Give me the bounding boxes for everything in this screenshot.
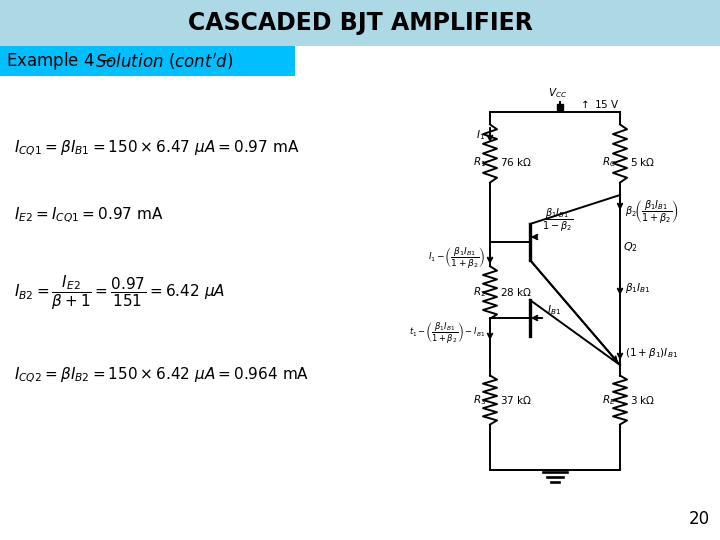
Text: Example 4 $-$: Example 4 $-$: [6, 50, 115, 72]
Text: $I_1-\!\left(\dfrac{\beta_1 I_{B1}}{1+\beta_2}\right)$: $I_1-\!\left(\dfrac{\beta_1 I_{B1}}{1+\b…: [428, 245, 485, 269]
Text: $R_C$: $R_C$: [602, 155, 616, 169]
Text: 20: 20: [689, 510, 710, 528]
Text: $R_3$: $R_3$: [473, 393, 486, 407]
Text: $\beta_1 I_{B1}$: $\beta_1 I_{B1}$: [625, 281, 651, 295]
Text: $\beta_2\!\left(\dfrac{\beta_1 I_{B1}}{1+\beta_2}\right)$: $\beta_2\!\left(\dfrac{\beta_1 I_{B1}}{1…: [625, 199, 678, 226]
Text: $\uparrow$ 15 V: $\uparrow$ 15 V: [578, 98, 619, 110]
Text: $I_{B2} = \dfrac{I_{E2}}{\beta+1} = \dfrac{0.97}{151} = 6.42\ \mu A$: $I_{B2} = \dfrac{I_{E2}}{\beta+1} = \dfr…: [14, 274, 225, 312]
Text: $I_{CQ1} = \beta I_{B1} = 150 \times 6.47\ \mu A = 0.97\ \mathrm{mA}$: $I_{CQ1} = \beta I_{B1} = 150 \times 6.4…: [14, 138, 300, 158]
Bar: [0, 46, 295, 76]
Text: $I_{B1}$: $I_{B1}$: [547, 303, 561, 317]
Text: 3 k$\Omega$: 3 k$\Omega$: [630, 394, 655, 406]
Text: 37 k$\Omega$: 37 k$\Omega$: [500, 394, 532, 406]
Text: 5 k$\Omega$: 5 k$\Omega$: [630, 156, 655, 168]
Text: $R_2$: $R_2$: [473, 285, 486, 299]
Text: $I_{E2} = I_{CQ1} = 0.97\ \mathrm{mA}$: $I_{E2} = I_{CQ1} = 0.97\ \mathrm{mA}$: [14, 205, 163, 225]
Text: $I_1$: $I_1$: [476, 128, 485, 142]
Text: $t_1-\!\left(\dfrac{\beta_1 I_{B1}}{1+\beta_2}\right)-I_{B1}$: $t_1-\!\left(\dfrac{\beta_1 I_{B1}}{1+\b…: [409, 321, 485, 346]
Text: $I_{CQ2} = \beta I_{B2} = 150 \times 6.42\ \mu A = 0.964\ \mathrm{mA}$: $I_{CQ2} = \beta I_{B2} = 150 \times 6.4…: [14, 366, 309, 384]
Text: 76 k$\Omega$: 76 k$\Omega$: [500, 156, 532, 168]
Text: $V_{CC}$: $V_{CC}$: [549, 86, 567, 100]
Text: $(1+\beta_1)I_{B1}$: $(1+\beta_1)I_{B1}$: [625, 346, 678, 360]
Text: $\dfrac{\beta_1 I_{B1}}{1-\beta_2}$: $\dfrac{\beta_1 I_{B1}}{1-\beta_2}$: [542, 206, 573, 233]
Text: 28 k$\Omega$: 28 k$\Omega$: [500, 286, 532, 298]
Bar: [0, 0, 720, 46]
Text: CASCADED BJT AMPLIFIER: CASCADED BJT AMPLIFIER: [188, 11, 532, 35]
Text: $R_1$: $R_1$: [473, 155, 486, 169]
Text: $R_E$: $R_E$: [602, 393, 616, 407]
Text: $Q_2$: $Q_2$: [623, 240, 638, 254]
Text: $\it{Solution}$ $\it{(cont'd)}$: $\it{Solution}$ $\it{(cont'd)}$: [95, 51, 233, 71]
